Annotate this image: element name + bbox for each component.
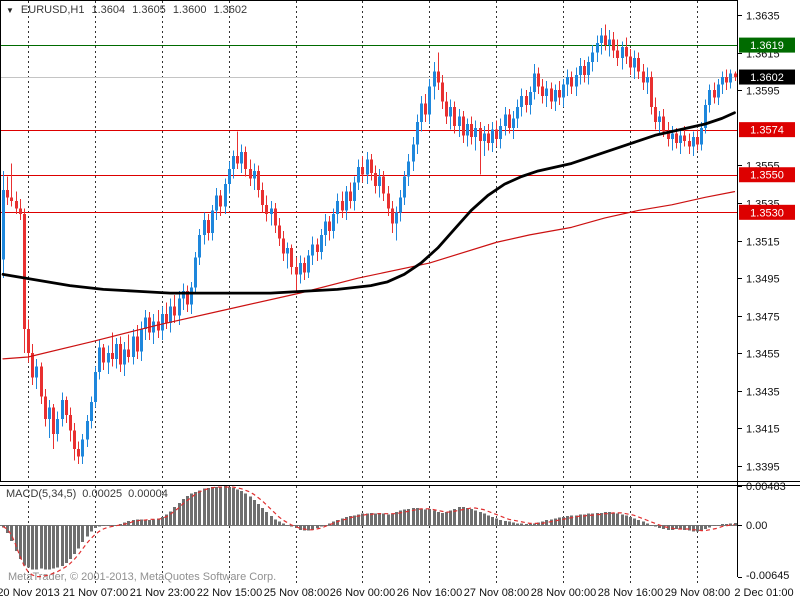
price-badge: 1.3619 <box>739 37 795 53</box>
price-badge: 1.3602 <box>739 69 795 85</box>
macd-tick-label: -0.00645 <box>746 570 789 582</box>
macd-main-value: 0.00025 <box>82 488 123 500</box>
moving-average-line <box>1 111 736 295</box>
price-tick-label: 1.3455 <box>746 349 780 361</box>
time-axis-label: 29 Nov 08:00 <box>665 587 730 599</box>
time-axis-label: 22 Nov 15:00 <box>197 587 262 599</box>
candles-and-indicators <box>0 24 738 578</box>
price-tick-label: 1.3395 <box>746 462 780 474</box>
macd-tick-label: 0.00483 <box>746 481 786 493</box>
price-tick-label: 1.3495 <box>746 274 780 286</box>
candles <box>1 24 738 465</box>
price-tick-label: 1.3515 <box>746 237 780 249</box>
time-axis-label: 28 Nov 00:00 <box>531 587 596 599</box>
time-axis-label: 26 Nov 16:00 <box>397 587 462 599</box>
svg-text:1.3619: 1.3619 <box>750 40 784 52</box>
time-axis-label: 25 Nov 08:00 <box>264 587 329 599</box>
moving-average-line <box>2 191 736 360</box>
symbol-timeframe-label: EURUSD,H1 <box>20 4 85 16</box>
macd-indicator-label: MACD(5,34,5) 0.00025 0.00004 <box>6 488 168 500</box>
price-tick-label: 1.3635 <box>746 11 780 23</box>
open-value: 1.3604 <box>91 4 126 16</box>
svg-text:1.3530: 1.3530 <box>750 207 784 219</box>
time-axis-label: 27 Nov 08:00 <box>464 587 529 599</box>
time-axis-label: 26 Nov 00:00 <box>330 587 395 599</box>
macd-tick-label: 0.00 <box>746 520 767 532</box>
macd-signal-value: 0.00004 <box>128 488 168 500</box>
macd-name: MACD(5,34,5) <box>6 488 77 500</box>
price-tick-label: 1.3415 <box>746 424 780 436</box>
price-tick-label: 1.3595 <box>746 86 780 98</box>
time-axis-label: 21 Nov 07:00 <box>63 587 128 599</box>
svg-text:1.3550: 1.3550 <box>750 170 784 182</box>
svg-text:1.3602: 1.3602 <box>750 72 784 84</box>
high-value: 1.3605 <box>132 4 166 16</box>
time-axis-label: 21 Nov 23:00 <box>130 587 195 599</box>
macd-signal-line <box>2 486 735 578</box>
price-badge: 1.3574 <box>739 122 795 138</box>
close-value: 1.3602 <box>213 4 248 16</box>
low-value: 1.3600 <box>172 4 207 16</box>
price-badge: 1.3530 <box>739 204 795 220</box>
price-tick-label: 1.3435 <box>746 387 780 399</box>
price-tick-label: 1.3475 <box>746 312 780 324</box>
time-axis-label: 20 Nov 2013 <box>0 587 60 599</box>
chart-collapse-arrow-icon[interactable]: ▼ <box>6 5 14 15</box>
metaquotes-watermark: MetaTrader, © 2001-2013, MetaQuotes Soft… <box>8 571 276 583</box>
time-axis-label: 2 Dec 01:00 <box>734 587 793 599</box>
symbol-ohlc-header: ▼ EURUSD,H1 1.3604 1.3605 1.3600 1.3602 <box>6 4 247 16</box>
time-axis-label: 28 Nov 16:00 <box>598 587 663 599</box>
svg-text:1.3574: 1.3574 <box>750 125 784 137</box>
price-badge: 1.3550 <box>739 167 795 183</box>
